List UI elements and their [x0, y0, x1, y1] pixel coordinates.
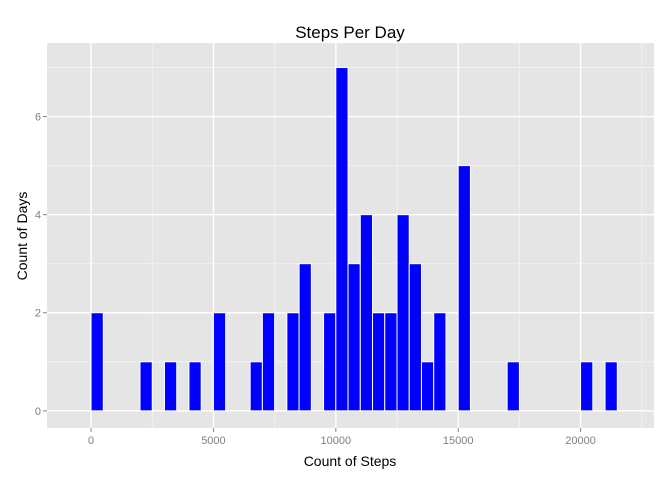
histogram-bar [604, 361, 618, 412]
histogram-bar [433, 312, 447, 412]
histogram-bar [335, 67, 349, 412]
x-tick-label: 5000 [201, 435, 225, 447]
y-axis-label: Count of Days [14, 192, 30, 281]
histogram-bar [580, 361, 594, 412]
histogram-bar [323, 312, 337, 412]
histogram-bar [261, 312, 276, 412]
y-tick-label: 4 [35, 210, 41, 222]
histogram-bar [286, 312, 300, 412]
histogram-bar [506, 361, 520, 412]
histogram-bar [188, 361, 202, 412]
histogram-bar [163, 361, 178, 412]
y-tick-label: 0 [35, 406, 41, 418]
x-tick-label: 20000 [565, 435, 596, 447]
histogram-bar [408, 263, 422, 412]
x-tick-label: 10000 [321, 435, 352, 447]
histogram-bar [347, 263, 361, 412]
histogram-bar [372, 312, 386, 412]
y-tick-label: 2 [35, 308, 41, 320]
x-axis-label: Count of Steps [304, 453, 397, 469]
histogram-bar [249, 361, 263, 412]
histogram-bar [359, 214, 374, 412]
histogram-bar [212, 312, 227, 412]
y-tick-label: 6 [35, 112, 41, 124]
histogram-bar [139, 361, 153, 412]
histogram-bar [90, 312, 104, 412]
histogram-bar [457, 165, 471, 412]
histogram-bar [396, 214, 410, 412]
histogram-bar [298, 263, 312, 412]
histogram-bar [384, 312, 398, 412]
histogram-bar [420, 361, 435, 412]
x-tick-label: 0 [88, 435, 94, 447]
bars-group [90, 67, 618, 412]
x-axis-ticks: 0 5000 10000 15000 20000 [88, 428, 596, 447]
x-tick-label: 15000 [443, 435, 474, 447]
y-axis-ticks: 0 2 4 6 [35, 112, 47, 418]
chart-title: Steps Per Day [295, 23, 405, 42]
